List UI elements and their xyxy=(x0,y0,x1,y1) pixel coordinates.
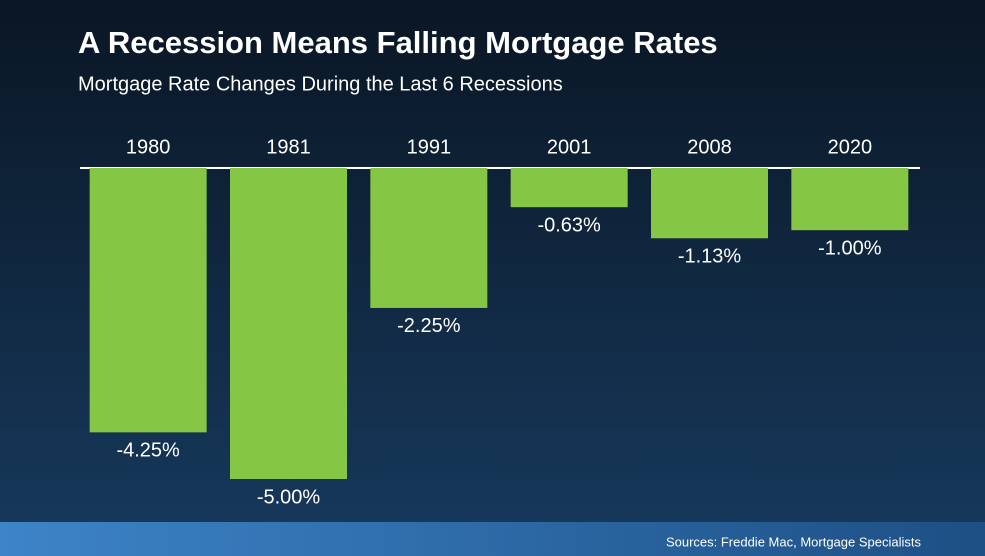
category-label: 2001 xyxy=(547,136,592,158)
value-label: -0.63% xyxy=(537,214,601,236)
chart-title: A Recession Means Falling Mortgage Rates xyxy=(78,25,718,60)
category-label: 2008 xyxy=(687,136,732,158)
bar xyxy=(651,168,768,239)
bar xyxy=(791,168,909,231)
value-label: -2.25% xyxy=(397,315,461,337)
category-label: 2020 xyxy=(828,136,873,158)
value-label: -1.00% xyxy=(818,237,882,259)
category-label: 1991 xyxy=(407,136,452,158)
value-label: -4.25% xyxy=(116,440,180,462)
value-label: -1.13% xyxy=(678,246,742,268)
chart-subtitle: Mortgage Rate Changes During the Last 6 … xyxy=(78,73,563,95)
bar xyxy=(370,168,488,308)
source-note: Sources: Freddie Mac, Mortgage Specialis… xyxy=(666,534,922,549)
bar xyxy=(510,168,628,208)
bar xyxy=(89,168,207,433)
category-label: 1980 xyxy=(126,136,171,158)
value-label: -5.00% xyxy=(257,486,321,508)
footer-bar xyxy=(0,522,985,556)
bar xyxy=(230,168,347,479)
category-label: 1981 xyxy=(266,136,311,158)
